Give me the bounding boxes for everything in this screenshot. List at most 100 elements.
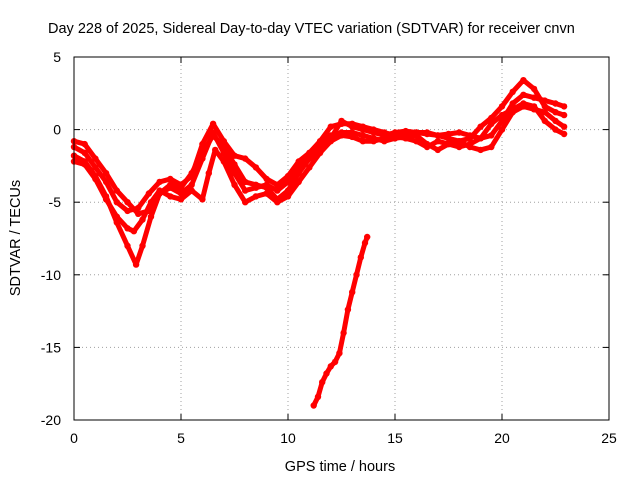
x-axis-label: GPS time / hours bbox=[285, 459, 395, 475]
data-point bbox=[434, 146, 441, 154]
data-point bbox=[349, 123, 356, 130]
series-line bbox=[71, 103, 567, 268]
data-point bbox=[560, 111, 568, 119]
data-point bbox=[295, 170, 302, 177]
data-point bbox=[81, 149, 88, 156]
data-point bbox=[139, 242, 146, 249]
data-point bbox=[370, 129, 377, 136]
x-tick-label: 20 bbox=[494, 430, 510, 446]
data-point bbox=[316, 149, 324, 156]
data-point bbox=[263, 184, 270, 191]
data-point bbox=[319, 379, 326, 386]
data-point bbox=[361, 239, 369, 247]
data-point bbox=[263, 190, 270, 197]
data-point bbox=[231, 161, 238, 168]
data-point bbox=[147, 199, 155, 206]
data-point bbox=[359, 132, 367, 139]
data-point bbox=[263, 175, 270, 183]
data-point bbox=[124, 199, 131, 206]
data-point bbox=[252, 193, 260, 200]
data-point bbox=[477, 123, 484, 130]
data-point bbox=[349, 133, 356, 141]
data-point bbox=[132, 261, 140, 268]
x-tick-label: 5 bbox=[177, 430, 185, 446]
data-point bbox=[252, 164, 260, 171]
data-point bbox=[242, 199, 249, 206]
data-point bbox=[284, 193, 292, 200]
data-point bbox=[199, 149, 206, 156]
data-point bbox=[498, 103, 506, 110]
data-point bbox=[391, 133, 399, 141]
data-point bbox=[413, 138, 420, 145]
y-axis-label: SDTVAR / TECUs bbox=[8, 180, 24, 296]
data-point bbox=[413, 129, 420, 136]
x-tick-label: 0 bbox=[70, 430, 78, 446]
data-point bbox=[199, 196, 206, 203]
y-tick-label: -20 bbox=[41, 412, 61, 428]
data-point bbox=[560, 130, 568, 138]
y-tick-label: -5 bbox=[49, 194, 62, 210]
data-point bbox=[359, 138, 367, 145]
data-point bbox=[357, 254, 364, 261]
data-point bbox=[113, 187, 121, 194]
data-point bbox=[530, 85, 538, 93]
data-point bbox=[552, 117, 559, 125]
data-point bbox=[295, 178, 302, 186]
data-point bbox=[520, 91, 527, 99]
data-point bbox=[124, 242, 131, 249]
data-point bbox=[167, 193, 174, 200]
data-point bbox=[327, 363, 334, 370]
data-point bbox=[498, 126, 506, 133]
data-point bbox=[327, 123, 334, 130]
chart-title: Day 228 of 2025, Sidereal Day-to-day VTE… bbox=[48, 21, 575, 37]
data-point bbox=[167, 175, 174, 183]
data-point bbox=[188, 187, 195, 194]
data-point bbox=[92, 175, 99, 183]
data-point bbox=[477, 135, 484, 142]
data-point bbox=[102, 170, 110, 177]
data-point bbox=[167, 181, 174, 188]
data-point bbox=[220, 143, 227, 151]
data-point bbox=[156, 178, 163, 186]
data-point bbox=[139, 216, 146, 223]
data-point bbox=[434, 132, 441, 139]
data-point bbox=[212, 146, 219, 154]
data-point bbox=[423, 143, 431, 151]
data-point bbox=[391, 129, 399, 136]
data-point bbox=[560, 103, 568, 110]
data-point bbox=[434, 138, 441, 145]
data-point bbox=[466, 135, 474, 142]
plot-frame bbox=[73, 56, 610, 421]
satellite-track-4 bbox=[70, 100, 568, 235]
data-point bbox=[456, 138, 463, 145]
data-point bbox=[102, 196, 110, 203]
data-point bbox=[274, 187, 281, 194]
data-point bbox=[402, 127, 409, 135]
data-point bbox=[423, 129, 431, 136]
data-point bbox=[209, 132, 217, 139]
data-point bbox=[552, 109, 559, 116]
data-point bbox=[509, 106, 516, 113]
y-tick-label: 5 bbox=[53, 49, 61, 65]
data-point bbox=[338, 132, 345, 139]
data-point bbox=[541, 109, 548, 116]
data-point bbox=[353, 271, 360, 278]
data-point bbox=[188, 170, 195, 177]
data-point bbox=[242, 187, 249, 194]
x-tick-label: 15 bbox=[387, 430, 403, 446]
y-tick-label: -10 bbox=[41, 267, 61, 283]
tick-layer: 0 5 10 15 20 25 5 0 -5 -10 -15 -20 bbox=[41, 49, 617, 446]
data-point bbox=[124, 225, 131, 232]
data-point bbox=[344, 306, 352, 313]
data-point bbox=[156, 187, 163, 194]
data-point bbox=[242, 178, 249, 186]
data-point bbox=[509, 88, 516, 96]
data-point bbox=[488, 120, 495, 128]
data-point bbox=[552, 126, 559, 133]
data-point bbox=[145, 190, 153, 197]
data-point bbox=[314, 393, 322, 400]
data-point bbox=[381, 135, 388, 142]
data-point bbox=[92, 155, 99, 162]
data-point bbox=[306, 155, 313, 162]
